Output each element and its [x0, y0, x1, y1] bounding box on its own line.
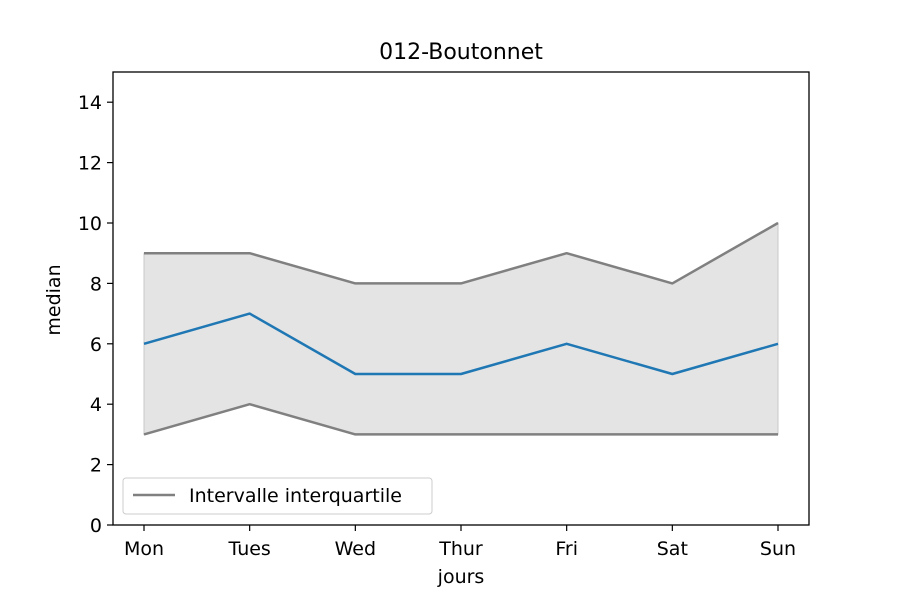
plot-area: 0 2 4 6 8 10 12 14 Mon Tues Wed Thur Fri Sat Sun [78, 71, 810, 560]
y-tick-label: 12 [78, 153, 102, 175]
x-tick-label: Thur [438, 538, 483, 560]
x-tick-label: Sun [760, 538, 796, 560]
y-tick-label: 6 [90, 334, 102, 356]
y-tick-label: 0 [90, 515, 102, 537]
lower-quartile-line [143, 402, 778, 436]
y-tick-label: 8 [90, 273, 102, 295]
legend: Intervalle interquartile [122, 477, 433, 515]
median-line [143, 312, 779, 376]
x-tick-label: Tues [227, 538, 270, 560]
y-tick-label: 2 [90, 455, 102, 477]
legend-label-interval: Intervalle interquartile [189, 485, 402, 507]
x-tick-label: Wed [335, 538, 376, 560]
interquartile-band [143, 222, 779, 436]
y-tick-label: 4 [90, 394, 102, 416]
upper-quartile-line [144, 221, 779, 285]
chart-title: 012-Boutonnet [379, 40, 543, 65]
y-tick-label: 10 [78, 213, 102, 235]
legend-frame [122, 477, 433, 515]
x-tick-label: Fri [555, 538, 578, 560]
x-axis-label: jours [437, 566, 485, 588]
x-tick-label: Sat [657, 538, 688, 560]
y-axis-label: median [43, 264, 65, 335]
y-tick-label: 14 [78, 92, 102, 114]
x-tick-label: Mon [124, 538, 164, 560]
